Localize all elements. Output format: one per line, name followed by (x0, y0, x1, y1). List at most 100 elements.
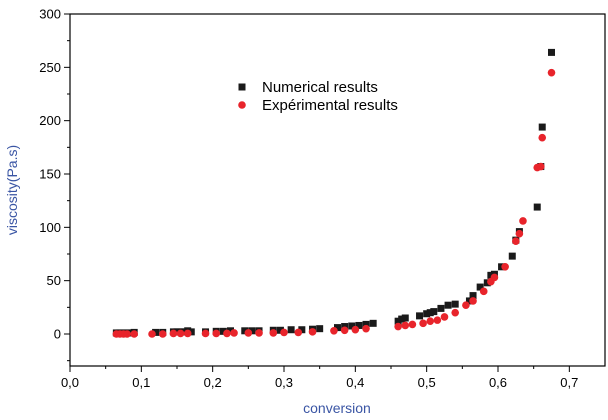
x-tick-label: 0,1 (132, 375, 150, 390)
experimental-point (426, 317, 435, 326)
y-axis: 0 50 100 150 200 250 300 (39, 7, 70, 362)
x-tick-label: 0,7 (560, 375, 578, 390)
experimental-point (158, 330, 167, 338)
numerical-point (348, 322, 356, 330)
numerical-point (298, 326, 306, 334)
numerical-point (187, 328, 195, 336)
y-tick-label: 0 (54, 327, 61, 342)
y-tick-label: 150 (39, 167, 61, 182)
legend-label: Expérimental results (262, 97, 398, 114)
numerical-point (401, 314, 409, 322)
numerical-point (394, 317, 402, 325)
x-tick-label: 0,0 (61, 375, 79, 390)
experimental-point (340, 326, 349, 335)
experimental-point (308, 328, 317, 336)
experimental-point (462, 301, 470, 310)
numerical-point (369, 319, 377, 327)
experimental-point (440, 313, 449, 321)
experimental-point (212, 329, 221, 338)
y-tick-label: 100 (39, 220, 61, 235)
data-points (112, 48, 556, 338)
experimental-point (230, 329, 238, 337)
experimental-point (280, 328, 288, 337)
numerical-point (430, 308, 438, 316)
numerical-point (423, 310, 431, 318)
experimental-point (130, 330, 138, 338)
numerical-point (398, 315, 406, 323)
experimental-point (123, 330, 131, 338)
numerical-point (334, 324, 341, 332)
numerical-point (444, 301, 452, 309)
numerical-point (241, 327, 249, 335)
y-axis-title: viscosity(Pa.s) (4, 145, 20, 235)
experimental-point (351, 325, 360, 334)
numerical-point (426, 309, 434, 317)
experimental-point (244, 329, 253, 337)
experimental-point (201, 329, 210, 338)
plot-frame (69, 13, 606, 367)
numerical-point (152, 328, 160, 336)
x-tick-label: 0,6 (489, 375, 507, 390)
experimental-point (479, 287, 488, 296)
x-axis-title: conversion (303, 400, 371, 416)
numerical-point (362, 320, 370, 328)
experimental-point (419, 319, 427, 328)
experimental-point (330, 327, 338, 335)
experimental-point (294, 328, 303, 337)
x-tick-label: 0,3 (275, 375, 293, 390)
experimental-point (223, 329, 231, 338)
experimental-point (547, 68, 556, 77)
numerical-point (248, 327, 256, 335)
numerical-point (533, 203, 541, 211)
y-tick-label: 200 (39, 113, 61, 128)
numerical-point (287, 326, 295, 334)
experimental-point (176, 329, 185, 338)
experimental-point (515, 229, 524, 238)
experimental-point (394, 322, 402, 331)
experimental-point (433, 316, 442, 324)
numerical-point (219, 327, 227, 335)
numerical-point (355, 321, 363, 329)
legend-circle-icon (238, 101, 246, 109)
x-tick-label: 0,2 (204, 375, 222, 390)
experimental-point (148, 330, 156, 338)
x-tick-label: 0,4 (346, 375, 364, 390)
numerical-point (548, 48, 555, 56)
numerical-point (180, 328, 188, 336)
experimental-point (451, 308, 460, 317)
x-axis: 0,0 0,1 0,2 0,3 0,4 0,5 0,6 0,7 (61, 366, 578, 390)
experimental-point (537, 162, 545, 171)
series-experimental (112, 68, 556, 338)
experimental-point (501, 263, 509, 271)
experimental-point (519, 217, 527, 225)
numerical-point (316, 325, 324, 333)
y-tick-label: 250 (39, 60, 61, 75)
numerical-point (276, 326, 284, 334)
experimental-point (169, 329, 178, 338)
numerical-point (487, 271, 495, 279)
numerical-point (476, 283, 484, 291)
experimental-point (490, 273, 499, 282)
numerical-point (416, 312, 424, 320)
numerical-point (451, 300, 459, 308)
experimental-point (538, 133, 547, 142)
experimental-point (408, 320, 417, 329)
experimental-point (469, 297, 477, 305)
numerical-point (173, 328, 181, 336)
numerical-point (227, 327, 234, 335)
numerical-point (538, 123, 546, 131)
legend-square-icon (238, 83, 246, 91)
numerical-point (508, 252, 516, 260)
experimental-point (183, 329, 192, 338)
y-tick-label: 300 (39, 7, 61, 22)
y-tick-label: 50 (47, 273, 61, 288)
numerical-point (437, 304, 445, 312)
x-tick-label: 0,5 (418, 375, 436, 390)
experimental-point (269, 329, 278, 337)
experimental-point (401, 321, 410, 330)
experimental-point (255, 329, 263, 337)
experimental-point (512, 237, 520, 245)
numerical-point (469, 292, 477, 300)
